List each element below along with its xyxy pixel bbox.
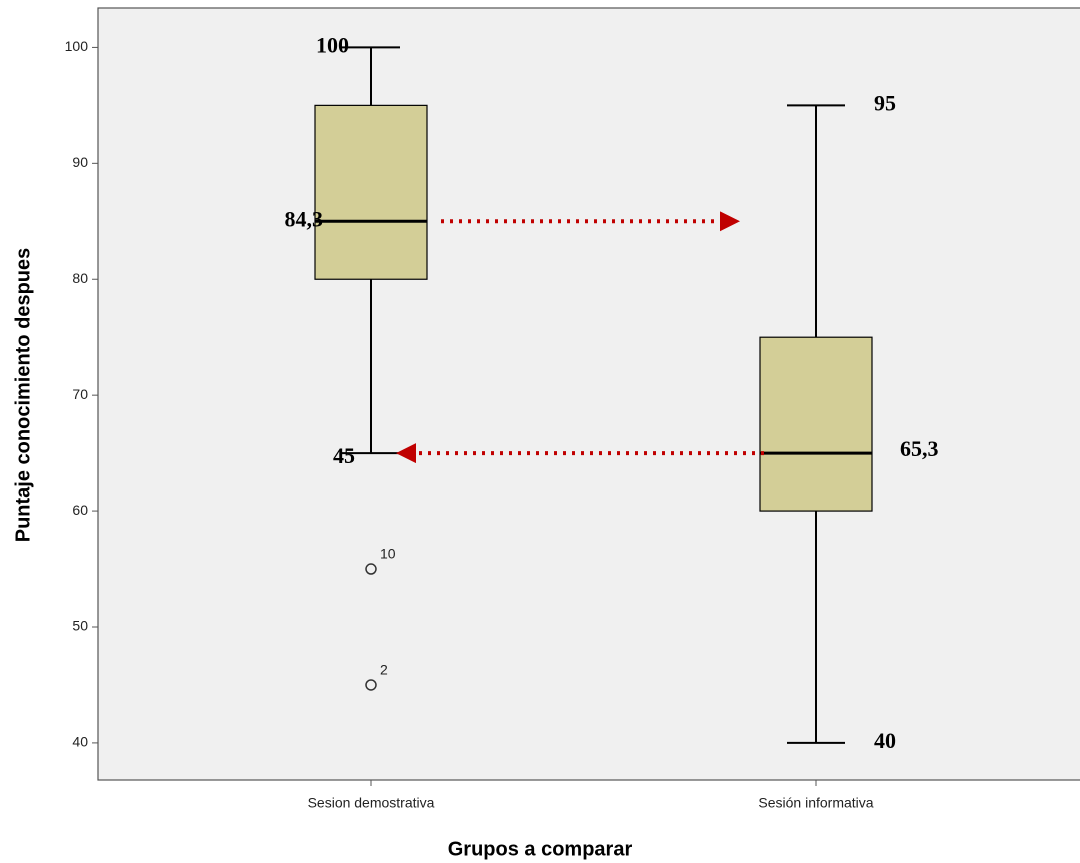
plot-area: [97, 7, 1080, 781]
annotation: 65,3: [900, 436, 939, 461]
outlier-label: 10: [380, 546, 396, 562]
outlier: [365, 679, 377, 691]
y-tick-label: 50: [72, 618, 88, 634]
y-tick-label: 40: [72, 734, 88, 750]
annotation: 40: [874, 728, 896, 753]
x-axis-label: Grupos a comparar: [448, 838, 633, 860]
box: [759, 336, 873, 512]
x-tick-label: Sesion demostrativa: [308, 795, 435, 811]
annotation: 95: [874, 90, 896, 115]
x-tick-label: Sesión informativa: [758, 795, 873, 811]
annotation: 100: [316, 32, 349, 57]
y-tick-label: 80: [72, 270, 88, 286]
y-tick-label: 70: [72, 386, 88, 402]
box: [314, 104, 428, 280]
y-axis-label: Puntaje conocimiento despues: [12, 248, 34, 543]
annotation: 45: [333, 443, 355, 468]
y-tick-label: 60: [72, 502, 88, 518]
y-tick-label: 100: [65, 38, 89, 54]
outlier: [365, 563, 377, 575]
y-tick-label: 90: [72, 154, 88, 170]
annotation: 84,3: [285, 206, 324, 231]
outlier-label: 2: [380, 662, 388, 678]
